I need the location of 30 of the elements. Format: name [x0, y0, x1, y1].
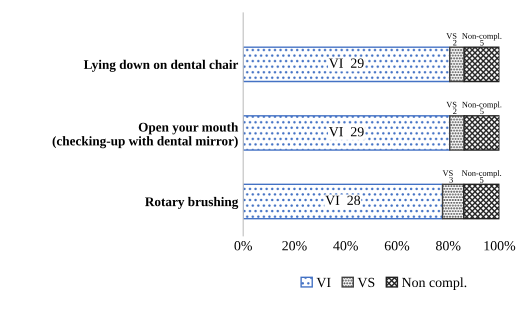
- y-tick-label: Open your mouth (checking-up with dental mirror): [52, 122, 238, 148]
- x-tick-label: 80%: [436, 241, 460, 250]
- x-tick-label: 60%: [384, 241, 410, 250]
- bar: [243, 184, 444, 220]
- bar: [449, 115, 465, 151]
- x-tick-label: 100%: [484, 241, 516, 250]
- annotation: VS 3: [442, 170, 453, 183]
- bar: [463, 115, 500, 151]
- annotation: VI 28: [325, 196, 360, 206]
- bar: [463, 184, 500, 220]
- annotation: Non-compl. 5: [462, 102, 502, 114]
- y-tick-label: Rotary brushing: [145, 196, 238, 209]
- legend-label: VS: [358, 278, 374, 288]
- annotation: VS 2: [446, 33, 456, 46]
- bar: [463, 46, 500, 82]
- legend-label: VI: [316, 278, 331, 288]
- bar: [449, 46, 465, 82]
- bar: [243, 46, 450, 82]
- y-tick-label: Lying down on dental chair: [84, 60, 238, 72]
- x-tick-label: 40%: [333, 241, 358, 250]
- legend-label: Non compl.: [402, 277, 466, 290]
- annotation: VI 29: [328, 127, 364, 136]
- bar: [442, 184, 465, 220]
- annotation: Non-compl. 5: [462, 32, 502, 46]
- x-tick-label: 0%: [234, 241, 252, 250]
- annotation: VS 2: [446, 102, 456, 114]
- annotation: Non-compl. 5: [462, 170, 502, 183]
- annotation: VI 29: [328, 58, 364, 68]
- x-tick-label: 20%: [282, 241, 307, 250]
- bar: [243, 115, 450, 151]
